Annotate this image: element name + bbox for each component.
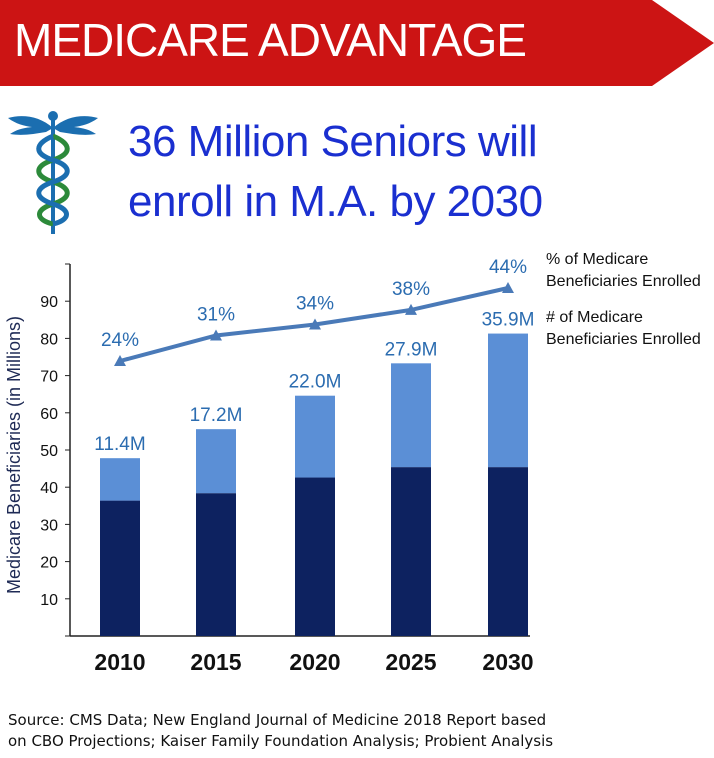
bar-base-2010 [100,500,140,636]
percent-marker [502,282,514,293]
banner-arrow-shape [0,0,714,86]
y-axis-title: Medicare Beneficiaries (in Millions) [4,316,24,594]
y-tick-label: 30 [40,517,58,534]
bar-base-2020 [295,477,335,636]
x-tick-label: 2015 [190,649,241,675]
headline: 36 Million Seniors will enroll in M.A. b… [128,112,568,232]
x-tick-label: 2030 [482,649,533,675]
legend-percent-line-1: % of Medicare [546,251,648,268]
source-line-2: on CBO Projections; Kaiser Family Founda… [8,732,554,750]
bar-enrolled-2020 [295,395,335,478]
y-tick-label: 40 [40,480,58,497]
bar-enrolled-2015 [196,429,236,494]
bar-base-2030 [488,467,528,636]
percent-label: 24% [101,330,139,351]
y-tick-label: 20 [40,555,58,572]
y-tick-label: 50 [40,443,58,460]
percent-label: 44% [489,257,527,278]
legend-count-line-1: # of Medicare [546,309,643,326]
percent-marker [114,355,126,366]
percent-label: 34% [296,294,334,315]
headline-line-2: enroll in M.A. by 2030 [128,177,543,226]
x-tick-label: 2010 [94,649,145,675]
y-tick-label: 90 [40,294,58,311]
source-line-1: Source: CMS Data; New England Journal of… [8,711,547,729]
chart-bars [100,333,528,636]
bar-value-label: 27.9M [385,339,438,360]
x-tick-label: 2025 [385,649,436,675]
y-tick-label: 60 [40,406,58,423]
y-tick-label: 80 [40,331,58,348]
bar-value-label: 17.2M [190,405,243,426]
bar-enrolled-2030 [488,333,528,468]
y-tick-label: 10 [40,592,58,609]
percent-marker [210,329,222,341]
bar-value-label: 22.0M [289,372,342,393]
bar-base-2015 [196,493,236,636]
chart-line [114,282,514,366]
x-tick-label: 2020 [289,649,340,675]
source-note: Source: CMS Data; New England Journal of… [8,710,708,752]
percent-label: 31% [197,304,235,325]
bar-enrolled-2010 [100,458,140,501]
percent-label: 38% [392,279,430,300]
caduceus-icon [8,111,98,234]
legend-count-line-2: Beneficiaries Enrolled [546,331,701,348]
title-banner [0,0,714,86]
legend-percent-line-2: Beneficiaries Enrolled [546,273,701,290]
headline-line-1: 36 Million Seniors will [128,117,538,166]
bar-enrolled-2025 [391,363,431,468]
percent-marker [309,318,321,330]
bar-value-label: 11.4M [94,434,145,455]
percent-marker [405,303,417,315]
banner-title: MEDICARE ADVANTAGE [14,14,527,66]
bar-base-2025 [391,467,431,636]
y-tick-label: 70 [40,369,58,386]
chart-axes: 10 20 30 40 50 60 70 80 90 [40,263,530,637]
chart-labels: 11.4M 2010 17.2M 2015 22.0M 2020 27.9M 2025 35.9… [94,257,534,675]
bar-value-label: 35.9M [482,310,535,331]
